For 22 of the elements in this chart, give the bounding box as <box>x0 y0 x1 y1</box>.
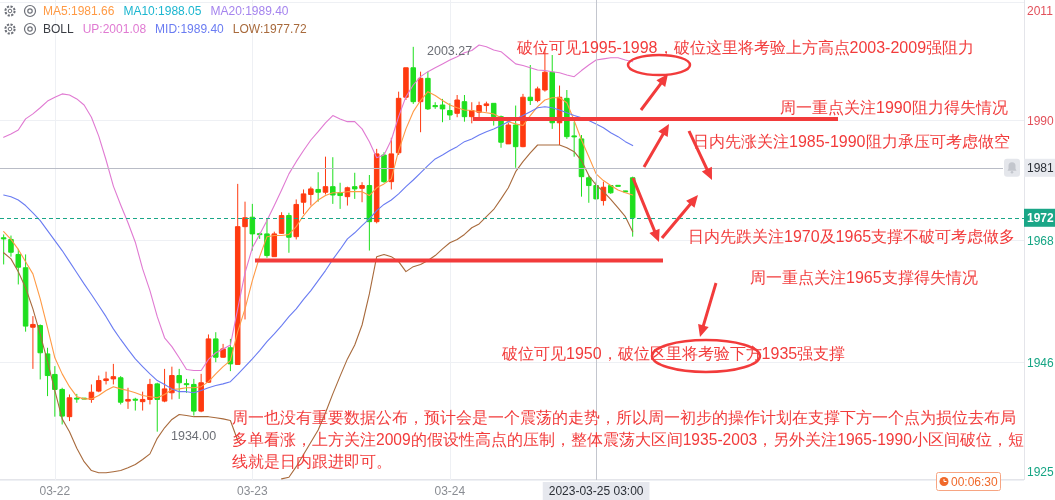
ref-line-label: 1972 <box>1027 211 1055 226</box>
ref-line-label: 1981 <box>1027 161 1055 176</box>
legend-label: MA20:1989.40 <box>210 4 289 19</box>
timer: 00:06:30 <box>936 472 1001 491</box>
annotation: 2003.27 <box>427 44 473 58</box>
annotation: BOLL <box>43 22 75 37</box>
x-tick-label: 03-23 <box>236 484 269 498</box>
x-tick-label: 03-24 <box>434 484 466 498</box>
annotation: 00:06:30 <box>951 475 999 489</box>
x-tick-label: 2023-03-25 03:00 <box>548 484 644 498</box>
y-tick-label: 1990 <box>1027 113 1055 128</box>
y-tick-label: 1946 <box>1027 355 1055 370</box>
annotation: 1934.00 <box>171 429 217 443</box>
y-tick-label: 1968 <box>1027 233 1055 248</box>
y-tick-label: 1925 <box>1027 464 1055 479</box>
x-tick-label: 03-22 <box>39 484 71 498</box>
ref-line-label: 周一重点关注1990阻力得失情况 <box>780 98 1008 116</box>
y-tick-label: 2011 <box>1027 3 1054 18</box>
legend: MA5:1981.66 MA10:1988.05 MA20:1989.40 BOLL UP:2001.08 MID:1989.40 LOW:1977.72 <box>4 4 307 37</box>
annotation: 日内先跌关注1970及1965支撑不破可考虑做多 <box>688 228 1016 245</box>
ref-line-label: 周一重点关注1965支撑得失情况 <box>750 268 978 286</box>
legend-label: MA10:1988.05 <box>123 4 202 19</box>
